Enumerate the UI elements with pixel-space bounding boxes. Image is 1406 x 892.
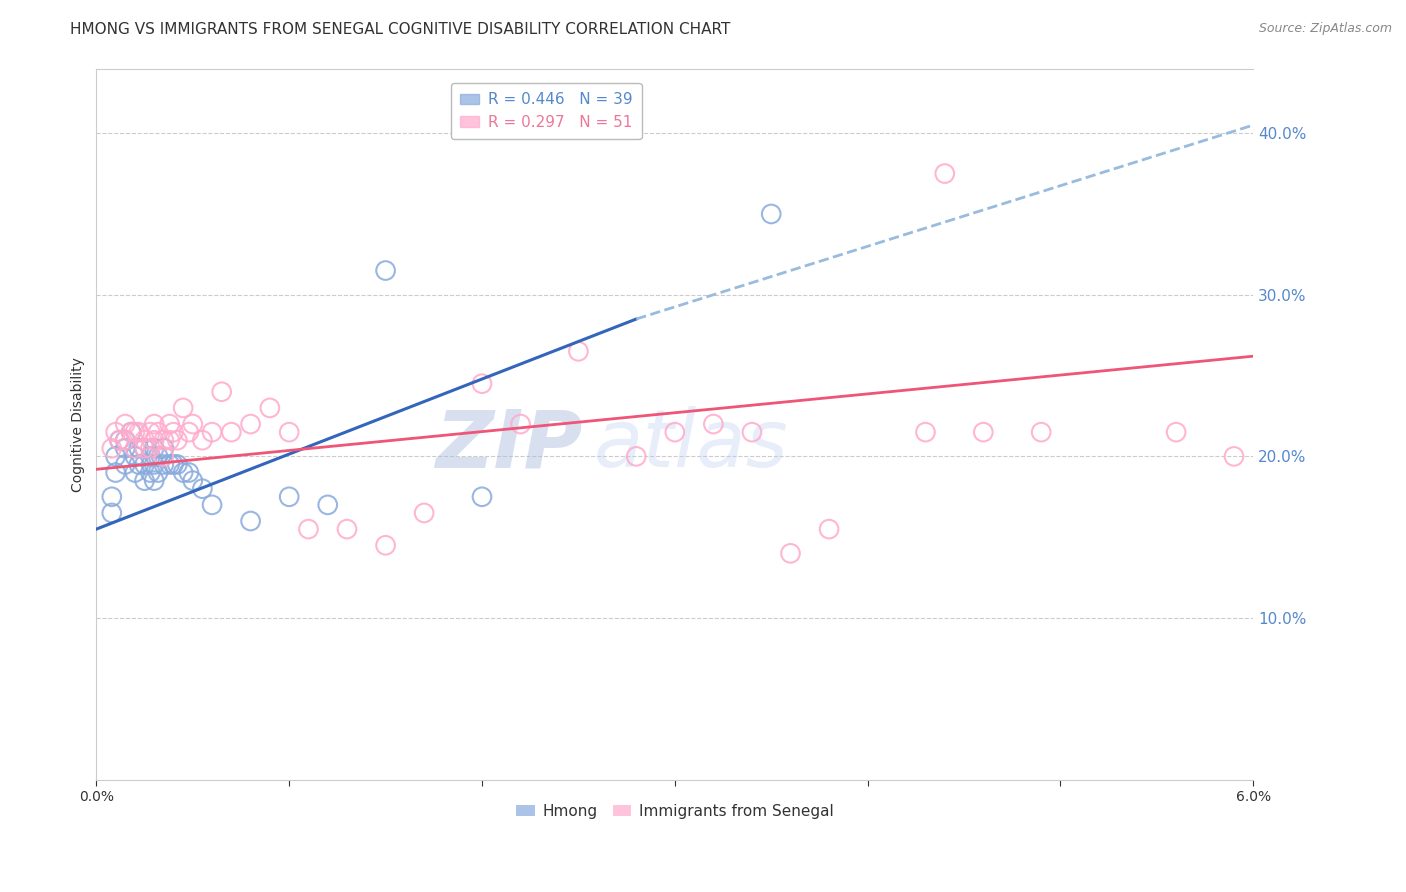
Point	[316, 498, 339, 512]
Point	[374, 538, 396, 552]
Legend: Hmong, Immigrants from Senegal: Hmong, Immigrants from Senegal	[510, 798, 839, 825]
Text: atlas: atlas	[593, 407, 789, 484]
Point	[166, 434, 188, 448]
Point	[221, 425, 243, 439]
Point	[143, 474, 166, 488]
Point	[153, 450, 176, 464]
Point	[278, 425, 301, 439]
Point	[134, 434, 156, 448]
Point	[336, 522, 359, 536]
Point	[128, 458, 150, 472]
Point	[143, 442, 166, 456]
Point	[191, 434, 214, 448]
Y-axis label: Cognitive Disability: Cognitive Disability	[72, 357, 86, 491]
Point	[146, 425, 169, 439]
Point	[134, 474, 156, 488]
Point	[374, 263, 396, 277]
Point	[128, 442, 150, 456]
Point	[191, 482, 214, 496]
Point	[177, 466, 200, 480]
Point	[124, 466, 146, 480]
Point	[134, 458, 156, 472]
Point	[159, 417, 181, 431]
Point	[143, 417, 166, 431]
Point	[297, 522, 319, 536]
Point	[159, 458, 181, 472]
Point	[114, 417, 136, 431]
Point	[702, 417, 724, 431]
Point	[201, 498, 224, 512]
Point	[104, 450, 127, 464]
Point	[567, 344, 589, 359]
Point	[1031, 425, 1053, 439]
Point	[153, 442, 176, 456]
Point	[162, 425, 184, 439]
Point	[108, 434, 131, 448]
Point	[128, 425, 150, 439]
Point	[114, 434, 136, 448]
Point	[108, 434, 131, 448]
Point	[181, 417, 204, 431]
Point	[972, 425, 994, 439]
Point	[471, 490, 494, 504]
Point	[509, 417, 531, 431]
Point	[124, 425, 146, 439]
Point	[413, 506, 436, 520]
Point	[259, 401, 281, 415]
Point	[818, 522, 841, 536]
Point	[124, 450, 146, 464]
Point	[104, 425, 127, 439]
Point	[181, 474, 204, 488]
Point	[278, 490, 301, 504]
Point	[172, 401, 194, 415]
Point	[134, 442, 156, 456]
Point	[153, 434, 176, 448]
Point	[914, 425, 936, 439]
Point	[626, 450, 648, 464]
Point	[239, 417, 262, 431]
Point	[159, 434, 181, 448]
Point	[471, 376, 494, 391]
Point	[104, 466, 127, 480]
Point	[153, 458, 176, 472]
Point	[120, 425, 142, 439]
Point	[239, 514, 262, 528]
Point	[779, 546, 801, 560]
Point	[172, 466, 194, 480]
Point	[741, 425, 763, 439]
Point	[201, 425, 224, 439]
Point	[143, 434, 166, 448]
Point	[124, 442, 146, 456]
Text: Source: ZipAtlas.com: Source: ZipAtlas.com	[1258, 22, 1392, 36]
Point	[211, 384, 233, 399]
Point	[166, 458, 188, 472]
Point	[114, 458, 136, 472]
Point	[100, 490, 122, 504]
Point	[114, 442, 136, 456]
Point	[114, 434, 136, 448]
Point	[100, 506, 122, 520]
Point	[162, 458, 184, 472]
Text: HMONG VS IMMIGRANTS FROM SENEGAL COGNITIVE DISABILITY CORRELATION CHART: HMONG VS IMMIGRANTS FROM SENEGAL COGNITI…	[70, 22, 731, 37]
Point	[134, 442, 156, 456]
Point	[139, 450, 162, 464]
Text: ZIP: ZIP	[434, 407, 582, 484]
Point	[100, 442, 122, 456]
Point	[1223, 450, 1246, 464]
Point	[139, 442, 162, 456]
Point	[146, 450, 169, 464]
Point	[139, 425, 162, 439]
Point	[1166, 425, 1188, 439]
Point	[934, 167, 956, 181]
Point	[146, 466, 169, 480]
Point	[120, 425, 142, 439]
Point	[664, 425, 686, 439]
Point	[177, 425, 200, 439]
Point	[143, 458, 166, 472]
Point	[761, 207, 783, 221]
Point	[139, 466, 162, 480]
